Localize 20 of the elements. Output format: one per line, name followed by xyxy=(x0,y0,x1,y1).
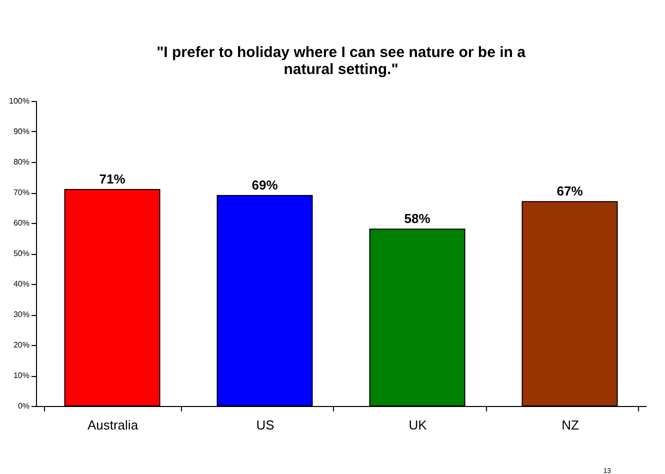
y-tick-label: 0% xyxy=(18,402,30,410)
y-tick-label: 30% xyxy=(13,310,30,319)
data-label: 69% xyxy=(252,178,278,193)
y-tick-label: 40% xyxy=(13,280,30,288)
chart-title: "I prefer to holiday where I can see nature or be in a natural setting." xyxy=(156,44,526,78)
x-tick-label: US xyxy=(256,418,275,432)
y-tick-label: 10% xyxy=(13,371,30,380)
x-tick-label: NZ xyxy=(562,418,579,432)
y-tick-label: 70% xyxy=(13,188,30,197)
data-label: 67% xyxy=(556,184,584,199)
y-tick-label: 80% xyxy=(13,158,30,166)
y-tick-label: 60% xyxy=(13,218,30,228)
y-tick-label: 20% xyxy=(13,340,30,350)
x-tick-label: Australia xyxy=(87,418,139,432)
data-label: 71% xyxy=(99,171,126,186)
y-tick-label: 50% xyxy=(13,249,30,258)
data-label: 58% xyxy=(404,211,431,226)
y-tick-label: 100% xyxy=(9,96,30,106)
x-tick-label: UK xyxy=(408,418,428,432)
y-tick-label: 90% xyxy=(13,127,30,136)
